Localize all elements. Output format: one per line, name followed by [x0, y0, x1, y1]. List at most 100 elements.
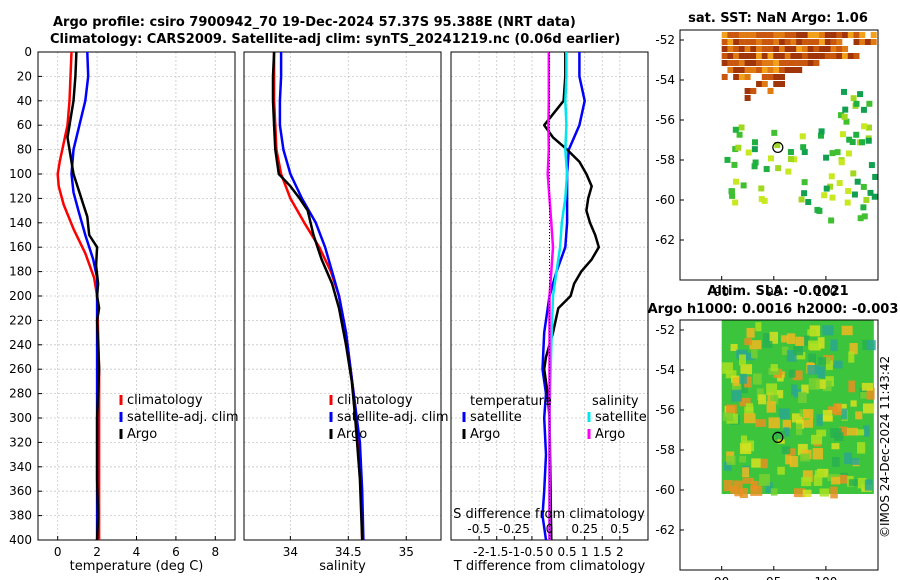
sla-cell: [831, 476, 841, 485]
sst-cell: [853, 100, 860, 107]
sst-cell: [779, 32, 785, 38]
sst-cell: [860, 204, 867, 211]
sst-cell: [735, 144, 742, 151]
sla-cell: [818, 357, 827, 366]
sst-cell: [727, 53, 734, 59]
x-axis-label: salinity: [319, 559, 366, 574]
sla-cell: [777, 466, 785, 475]
sst-cell: [733, 74, 740, 80]
sla-cell: [770, 394, 779, 405]
sla-cell: [770, 364, 778, 372]
sst-cell: [733, 67, 740, 73]
sst-cell: [861, 213, 868, 220]
sla-cell: [730, 343, 738, 351]
sla-cell: [855, 411, 863, 420]
sla-cell: [862, 403, 875, 414]
sst-cell: [756, 67, 763, 73]
series-line-satellite-adj-clim: [70, 51, 99, 540]
sla-cell: [841, 408, 848, 420]
sst-cell: [767, 74, 774, 80]
sst-cell: [853, 53, 860, 59]
sla-cell: [722, 412, 734, 422]
sst-cell: [796, 46, 803, 52]
sst-cell: [773, 67, 780, 73]
x-tick-label: 8: [211, 545, 219, 559]
sla-cell: [782, 419, 792, 429]
y-tick-label: 80: [17, 143, 32, 157]
sla-cell: [812, 448, 823, 460]
sla-cell: [807, 329, 817, 336]
sst-cell: [842, 46, 849, 52]
map-x-tick-label: 100: [814, 285, 837, 299]
sst-cell: [761, 39, 768, 45]
sst-cell: [842, 106, 849, 113]
sla-cell: [838, 474, 848, 484]
y-tick-label: 120: [9, 191, 32, 205]
sst-cell: [796, 67, 803, 73]
sst-cell: [763, 166, 770, 173]
sst-cell: [824, 46, 831, 52]
sst-cell: [740, 182, 747, 189]
sst-cell: [784, 39, 791, 45]
sst-cell: [773, 81, 780, 87]
sst-cell: [854, 178, 861, 185]
sla-cell: [822, 415, 833, 422]
sla-cell: [749, 340, 762, 350]
sst-cell: [761, 74, 768, 80]
sst-cell: [787, 155, 794, 162]
series-line-satellite-adj-clim: [278, 52, 365, 541]
sla-cell: [793, 345, 804, 356]
sla-cell: [723, 479, 733, 492]
s-tick-label: 0.25: [571, 522, 598, 536]
sla-map-subtitle: Argo h1000: 0.0016 h2000: -0.003: [648, 302, 899, 317]
sst-cell: [756, 46, 763, 52]
sla-cell: [783, 427, 790, 437]
sst-cell: [767, 53, 774, 59]
sst-cell: [824, 53, 831, 59]
sst-cell: [727, 39, 734, 45]
s-tick-label: -0.5: [467, 522, 490, 536]
sla-cell: [792, 370, 803, 381]
map-y-tick-label: -52: [655, 33, 675, 47]
map-x-tick-label: 90: [714, 285, 729, 299]
sst-cell: [819, 32, 826, 38]
sla-cell: [825, 360, 833, 371]
x-tick-label: 1: [581, 545, 589, 559]
sst-cell: [821, 192, 828, 199]
sst-cell: [796, 60, 803, 66]
sla-cell: [827, 406, 839, 414]
sst-cell: [779, 60, 785, 66]
salinity-panel: 34 34.5 35 salinity climatology satellite-adj…: [243, 51, 449, 574]
sst-cell: [842, 53, 849, 59]
sst-cell: [838, 159, 845, 166]
map-y-tick-label: -56: [655, 403, 675, 417]
sst-cell: [721, 46, 728, 52]
y-tick-label: 60: [17, 118, 32, 132]
sla-cell: [737, 382, 748, 394]
sst-cell: [771, 129, 778, 136]
sst-cell: [721, 74, 728, 80]
y-tick-label: 220: [9, 313, 32, 327]
sla-cell: [785, 454, 792, 465]
sst-cell: [761, 46, 768, 52]
sla-cell: [734, 489, 743, 497]
x-tick-label: 34.5: [335, 545, 362, 559]
sst-cell: [721, 53, 728, 59]
sst-cell: [790, 53, 797, 59]
sst-cell: [744, 74, 751, 80]
sst-cell: [724, 156, 731, 163]
sla-cell: [756, 388, 764, 401]
sst-cell: [738, 124, 745, 131]
sla-cell: [860, 392, 872, 399]
sla-cell: [760, 458, 768, 469]
series-line-salinity-satellite: [548, 52, 569, 540]
sst-cell: [790, 60, 797, 66]
sst-cell: [758, 195, 765, 202]
x-tick-label: 1.5: [593, 545, 612, 559]
sst-cell: [813, 46, 820, 52]
x-tick-label: 2: [616, 545, 624, 559]
sst-cell: [857, 91, 864, 98]
sla-cell: [855, 429, 865, 436]
sla-cell: [802, 489, 812, 498]
sst-cell: [816, 207, 823, 214]
